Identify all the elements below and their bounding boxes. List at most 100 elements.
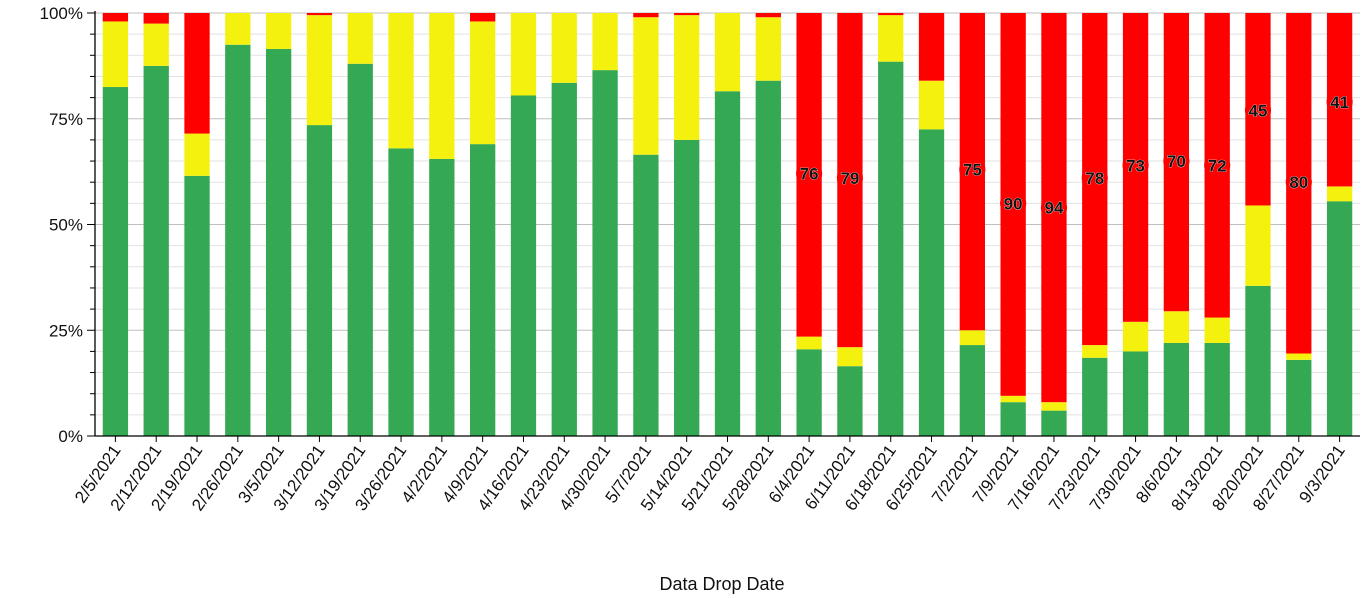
bar-segment-0 [306,125,333,436]
bar-segment-1 [1122,321,1149,352]
bar-segment-2 [674,13,700,16]
data-label: 80 [1285,170,1312,195]
bar-segment-2 [306,13,333,16]
bar-segment-0 [1000,402,1026,436]
data-label-text: 72 [1208,156,1227,175]
bar-segment-2 [918,13,945,81]
bar-segment-2 [1326,13,1353,187]
bar-segment-2 [102,13,129,22]
bar-segment-0 [959,345,985,436]
bar-segment-0 [225,44,251,436]
data-label-text: 73 [1126,156,1145,175]
bar-segment-0 [1245,285,1271,436]
bar-segment-2 [143,13,169,24]
bar-segment-0 [878,61,904,436]
bar-segment-1 [674,15,700,140]
y-tick-label: 25% [49,321,83,340]
data-label: 76 [796,161,823,186]
bar-segment-2 [796,13,822,337]
bar-segment-1 [755,17,781,81]
bar-segment-0 [796,349,822,436]
bar-segment-1 [1163,311,1190,343]
y-tick-label: 100% [40,4,83,23]
bar-segment-1 [633,17,659,155]
bar-segment-2 [755,13,781,18]
data-label: 75 [959,157,986,182]
bar-segment-1 [470,21,496,145]
bar-segment-0 [1041,410,1067,436]
bar-segment-1 [265,13,292,49]
bar-segment-1 [1326,186,1353,202]
bar-segment-2 [1000,13,1026,396]
data-label-text: 90 [1004,194,1023,213]
data-label-text: 94 [1044,199,1063,218]
data-label-outline [1244,98,1272,123]
bar-segment-1 [1041,402,1067,411]
bar-segment-0 [592,70,618,437]
bar-segment-1 [837,347,863,367]
y-tick-labels: 0% 25% 50% 75% 100% [40,4,83,446]
data-label-text: 41 [1330,93,1349,112]
data-label-outline [1040,195,1068,220]
bar-segment-0 [1204,342,1230,436]
bars [102,13,1353,437]
bar-segment-2 [837,13,863,348]
bar-segment-1 [1286,353,1312,360]
data-label: 72 [1204,153,1231,178]
data-label-outline [1122,153,1149,178]
data-label-text: 70 [1167,152,1186,171]
data-label: 70 [1163,148,1190,174]
data-label: 94 [1040,195,1068,220]
bar-segment-1 [551,13,577,83]
data-label-text: 76 [800,165,819,184]
bar-segment-2 [1122,13,1149,322]
data-label-outline [1285,170,1312,195]
bar-segment-2 [633,13,659,18]
bar-segment-1 [959,330,985,346]
bar-segment-0 [1122,351,1149,436]
bar-segment-1 [1000,395,1026,403]
bar-segment-1 [388,13,414,149]
bar-segment-0 [755,80,781,437]
data-label-outline [1081,165,1108,191]
bar-segment-1 [714,13,741,92]
bar-segment-1 [592,13,618,71]
bar-segment-0 [1326,201,1353,436]
bar-segment-0 [633,154,659,436]
bar-segment-0 [388,148,414,437]
bar-segment-1 [429,13,455,159]
data-labels: 76 79 75 90 94 78 73 70 72 45 80 41 [796,89,1353,220]
data-label: 79 [836,165,864,191]
bar-segment-0 [265,48,292,436]
bar-segment-0 [470,144,496,436]
bar-segment-0 [510,95,537,436]
bar-segment-0 [714,91,741,436]
data-label-outline [1204,153,1231,178]
bar-segment-2 [470,13,496,22]
data-label-outline [1000,191,1027,216]
bar-segment-2 [184,13,210,134]
bar-segment-0 [429,158,455,436]
data-label-outline [796,161,823,186]
bar-segment-2 [878,13,904,16]
data-label: 41 [1326,89,1353,114]
bar-segment-1 [1204,317,1230,343]
data-label-outline [959,157,986,182]
bar-segment-0 [1082,357,1108,436]
data-label-outline [1326,89,1353,114]
bar-segment-0 [551,82,577,437]
data-label-text: 78 [1085,169,1104,188]
bar-segment-1 [1082,345,1108,358]
bar-segment-1 [878,15,904,62]
bar-segment-0 [918,129,945,436]
bar-segment-2 [1082,13,1108,346]
bar-segment-2 [1041,13,1067,403]
bar-segment-0 [347,63,373,436]
data-label-outline [1163,148,1190,174]
bar-segment-1 [306,15,333,126]
data-label-text: 79 [840,169,859,188]
y-tick-label: 75% [49,110,83,129]
data-label-outline [836,165,864,191]
data-label-text: 45 [1249,101,1268,120]
